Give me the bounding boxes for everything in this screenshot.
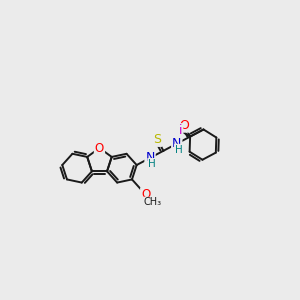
Text: H: H [148,159,156,169]
Text: CH₃: CH₃ [144,197,162,208]
Text: O: O [95,142,104,154]
Text: O: O [179,119,189,132]
Text: O: O [95,142,104,154]
Text: S: S [153,133,161,146]
Text: H: H [175,145,183,154]
Text: i: i [179,124,182,137]
Text: N: N [145,152,155,164]
Text: N: N [172,137,182,150]
Text: O: O [141,188,150,201]
